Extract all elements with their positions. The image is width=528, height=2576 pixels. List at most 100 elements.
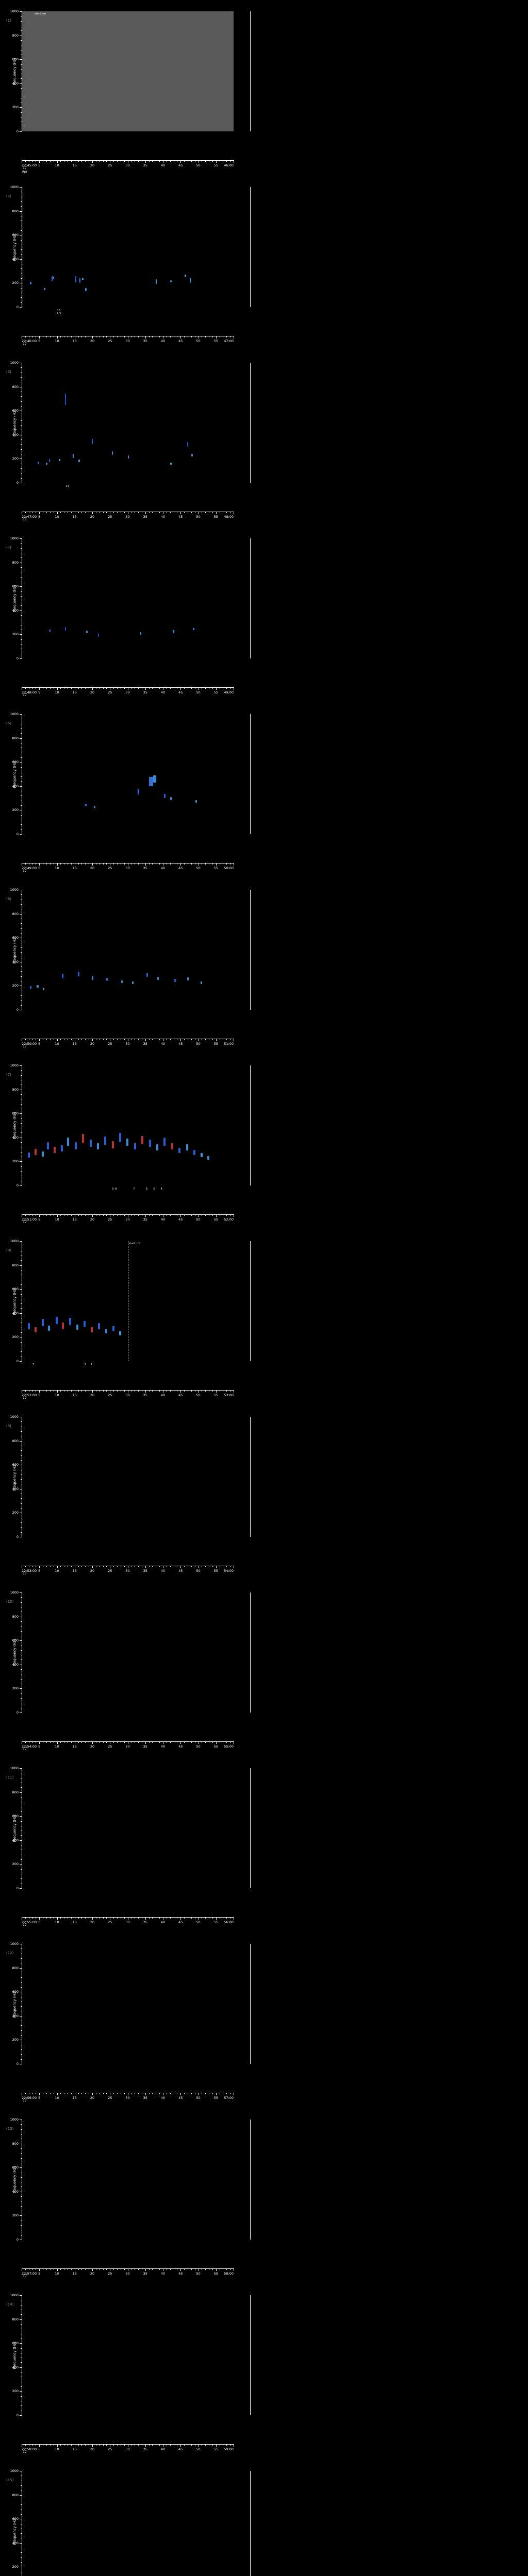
x-tick-minor: [71, 687, 72, 689]
detection-mark: [174, 979, 176, 982]
detection-mark: [55, 1316, 58, 1324]
x-tick-label: 48:00: [224, 515, 234, 519]
x-tick-minor: [71, 1214, 72, 1216]
x-tick-minor: [212, 160, 213, 162]
x-tick-label: 55: [213, 866, 218, 870]
x-tick-minor: [184, 1214, 185, 1216]
x-tick-minor: [81, 336, 82, 337]
x-tick-minor: [124, 1741, 125, 1743]
x-tick-label: 35: [143, 1569, 147, 1573]
x-tick-major: [145, 687, 146, 690]
x-tick-label: 55: [213, 339, 218, 343]
x-tick-minor: [212, 336, 213, 337]
x-tick-minor: [60, 512, 61, 513]
plot-right-border: [250, 714, 251, 834]
y-tick-minor: [21, 829, 22, 830]
x-tick-major: [39, 1566, 40, 1568]
x-tick-label: 55: [213, 2096, 218, 2100]
y-tick-major: [20, 1888, 22, 1889]
y-tick-label: 1000: [10, 185, 19, 189]
x-tick-label: 5: [38, 163, 41, 167]
x-tick-label: 55: [213, 515, 218, 519]
x-tick-minor: [46, 336, 47, 337]
event-label: 18 2.3: [56, 309, 61, 315]
y-tick-minor: [21, 1650, 22, 1651]
x-axis-9: 22:53:00 5 10 15 20 25 30 35 40 45 50 55 54:00 17: [22, 1566, 250, 1575]
plot-right-border: [250, 538, 251, 658]
x-axis-2: 22:46:00 5 10 15 20 25 30 35 40 45 50 55 47:00 17: [22, 336, 250, 346]
x-tick-minor: [191, 160, 192, 162]
plot-right-border: [250, 2120, 251, 2240]
x-tick-label: 20: [90, 690, 95, 694]
y-tick-label: 1000: [10, 1415, 19, 1419]
y-tick-minor: [21, 1118, 22, 1119]
y-tick-major: [20, 1864, 22, 1865]
x-tick-minor: [226, 160, 227, 162]
y-tick-label: 600: [12, 233, 19, 238]
x-tick-major: [180, 863, 182, 866]
y-tick-minor: [21, 1835, 22, 1836]
x-tick-major: [39, 687, 40, 690]
detection-mark: [28, 1153, 30, 1158]
x-tick-minor: [113, 2093, 114, 2094]
y-tick-label: 800: [12, 1438, 19, 1443]
x-tick-major: [180, 2093, 182, 2095]
x-tick-label: 30: [125, 690, 130, 694]
x-tick-minor: [103, 687, 104, 689]
x-tick-minor: [205, 687, 206, 689]
x-tick-minor: [103, 336, 104, 337]
y-tick-minor: [21, 605, 22, 606]
x-tick-minor: [148, 1566, 150, 1567]
y-tick-minor: [21, 420, 22, 421]
plot-right-border: [250, 1065, 251, 1185]
detection-mark: [148, 1140, 151, 1147]
x-tick-label: 10: [55, 515, 59, 519]
x-tick-minor: [212, 2268, 213, 2270]
y-tick-label: 200: [12, 1159, 19, 1164]
x-tick-label: 20: [90, 163, 95, 167]
x-tick-minor: [50, 160, 51, 162]
x-tick-label: 10: [55, 339, 59, 343]
x-tick-minor: [25, 2268, 26, 2270]
x-tick-label: 55: [213, 1042, 218, 1046]
y-axis-1: Frequency (Hz) (1) 0 200 400 600 800 1000: [0, 9, 22, 133]
x-axis-date-label: 17: [23, 2275, 27, 2278]
x-tick-minor: [46, 1390, 47, 1392]
x-tick-minor: [205, 1917, 206, 1919]
y-tick-minor: [21, 468, 22, 469]
x-tick-minor: [191, 2093, 192, 2094]
x-tick-minor: [152, 863, 153, 865]
detection-mark: [52, 277, 54, 279]
x-tick-label: 54:00: [224, 1569, 234, 1573]
x-tick-major: [216, 687, 217, 690]
y-tick-label: 400: [12, 257, 19, 261]
x-tick-major: [92, 512, 93, 514]
x-tick-major: [92, 687, 93, 690]
y-tick-major: [20, 2343, 22, 2344]
x-tick-major: [180, 687, 182, 690]
y-tick-minor: [21, 2059, 22, 2060]
plot-area-10: [22, 1592, 250, 1713]
x-tick-label: 22:56:00: [22, 2096, 37, 2100]
x-tick-major: [39, 2444, 40, 2447]
detection-mark: [201, 1153, 203, 1158]
detection-mark: [48, 1325, 51, 1331]
x-tick-major: [57, 1039, 58, 1041]
x-tick-minor: [138, 2444, 139, 2446]
x-tick-major: [216, 1741, 217, 1744]
x-tick-minor: [103, 512, 104, 513]
x-tick-minor: [106, 1566, 107, 1567]
x-tick-label: 20: [90, 339, 95, 343]
y-tick-label: 400: [12, 959, 19, 964]
x-tick-major: [145, 2444, 146, 2447]
y-tick-major: [20, 2215, 22, 2216]
y-tick-label: 1000: [10, 2293, 19, 2297]
x-tick-minor: [226, 1917, 227, 1919]
detection-mark: [65, 393, 67, 405]
x-tick-minor: [117, 336, 118, 337]
x-tick-label: 35: [143, 163, 147, 167]
x-tick-label: 20: [90, 1920, 95, 1924]
panel-index-label: (13): [6, 2127, 14, 2131]
y-tick-major: [20, 834, 22, 835]
x-tick-major: [216, 512, 217, 514]
